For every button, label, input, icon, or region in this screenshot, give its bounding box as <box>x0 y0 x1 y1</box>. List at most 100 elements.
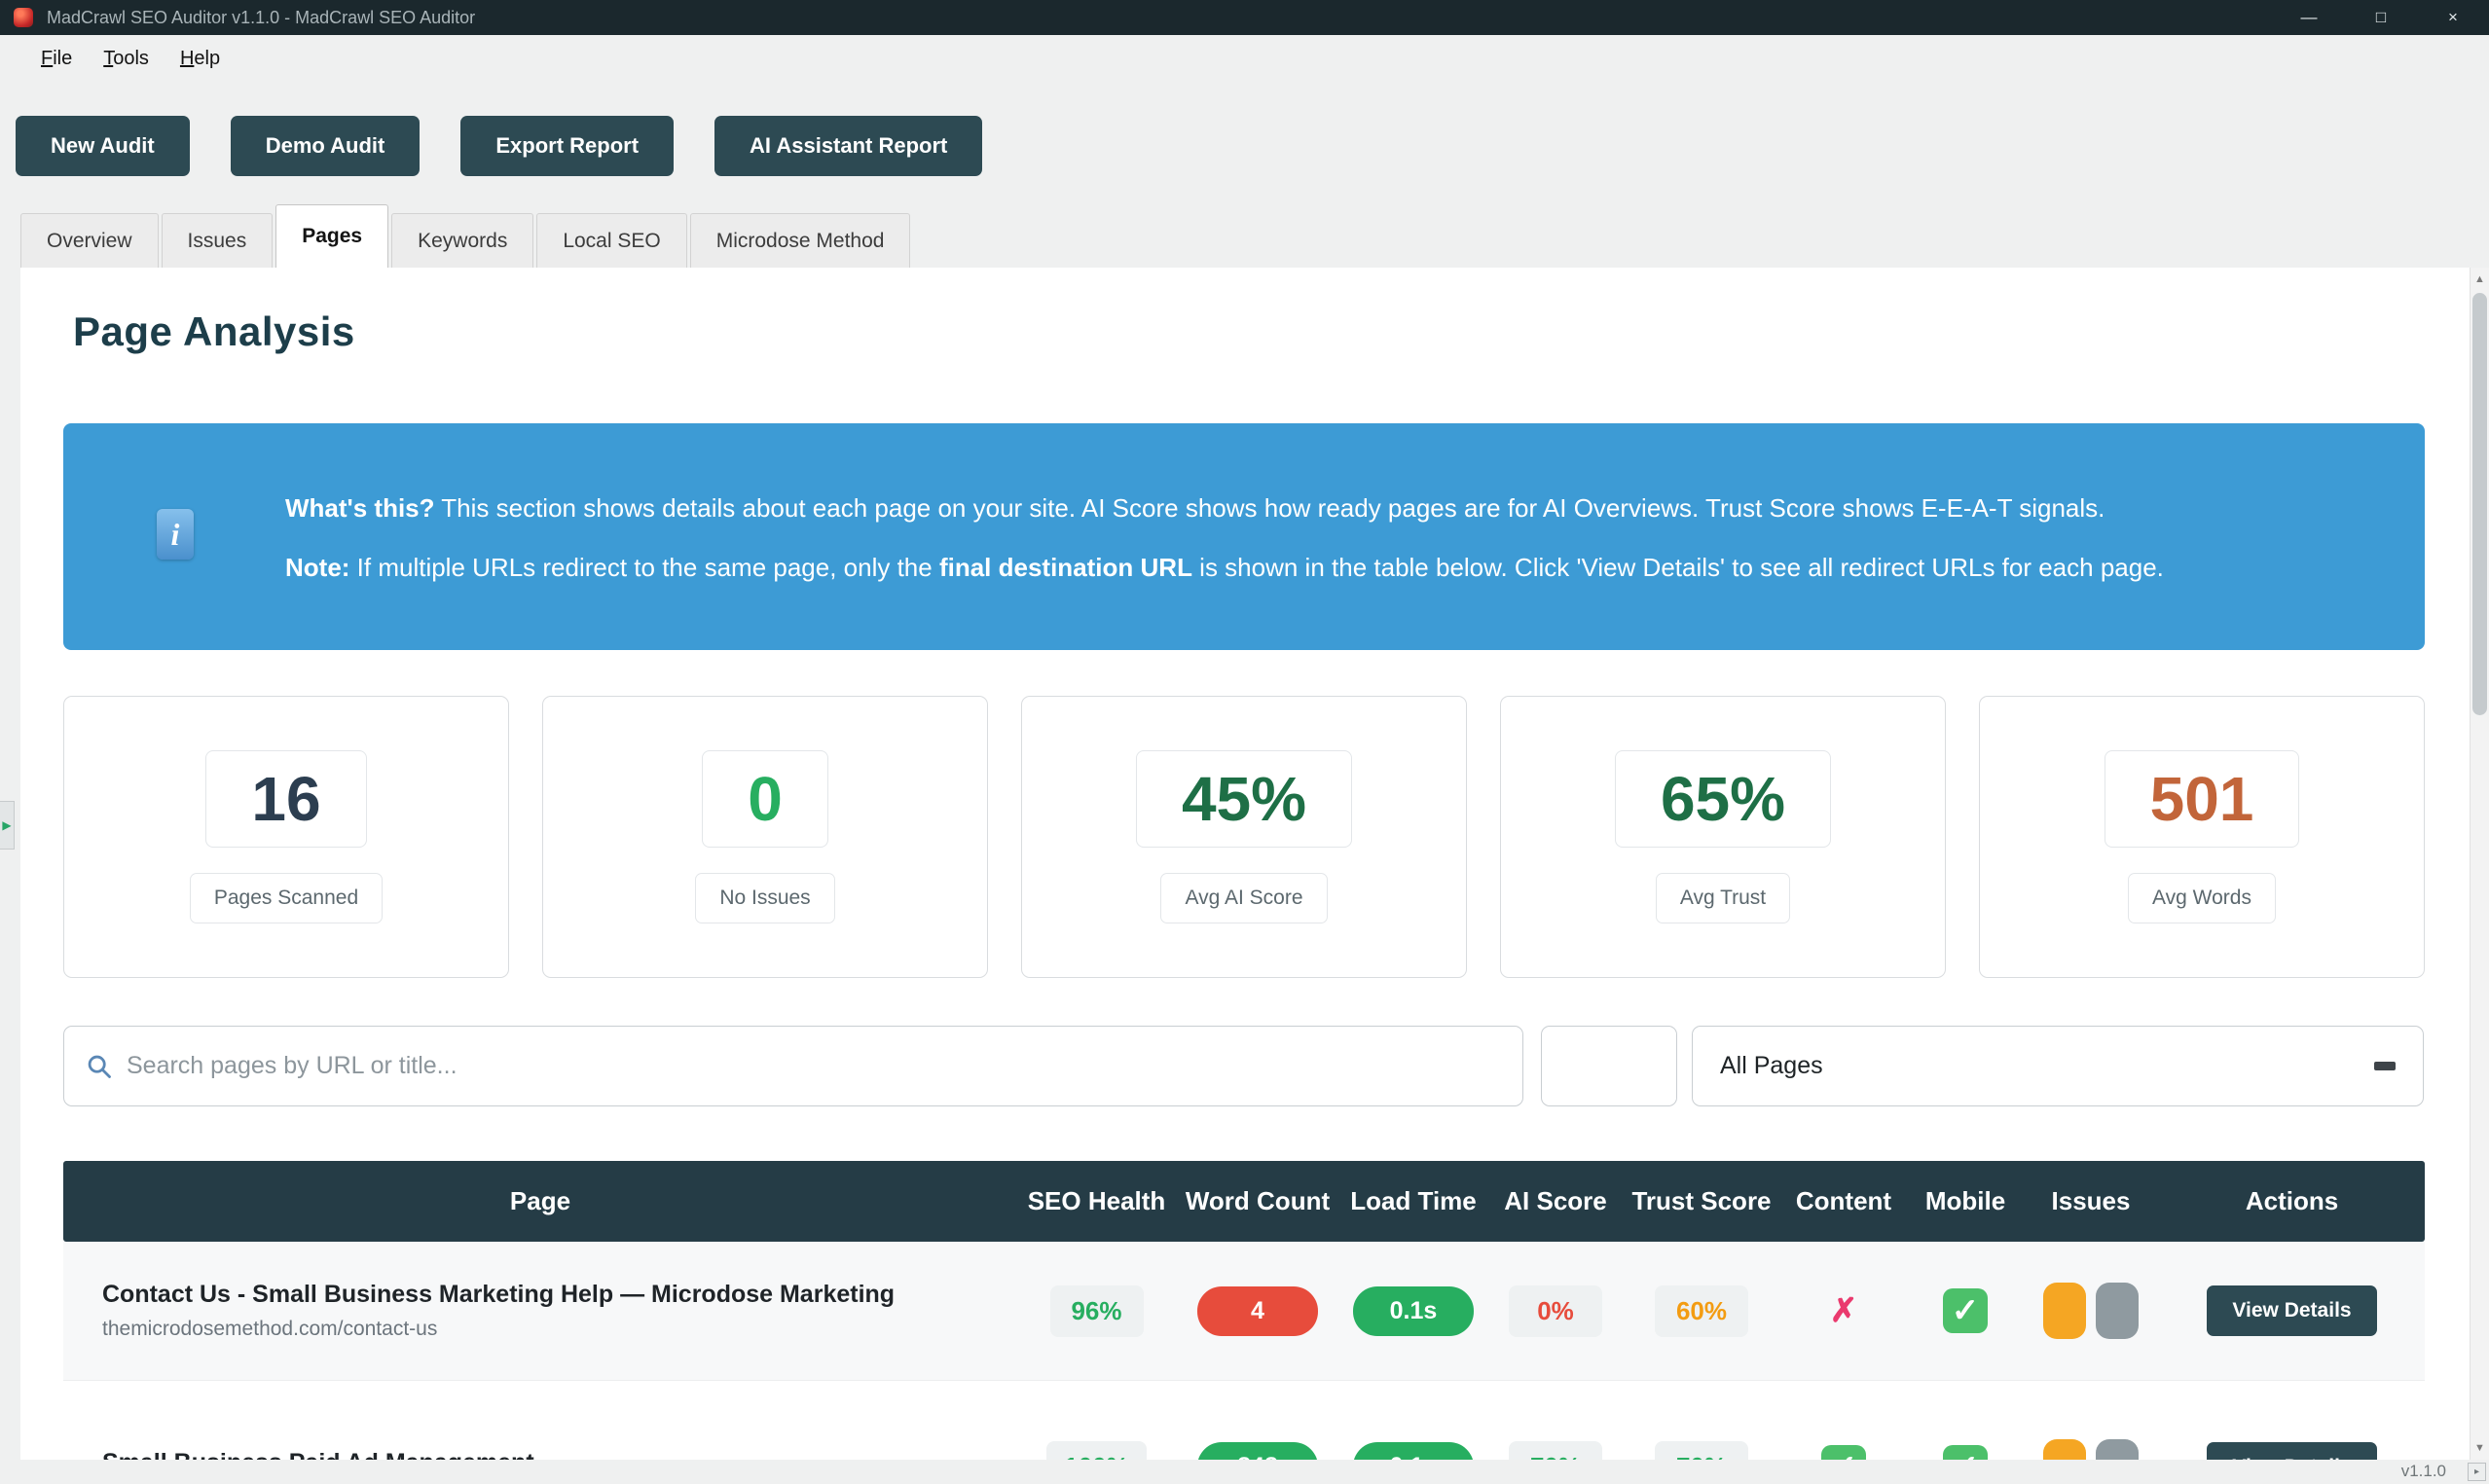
stat-value: 65% <box>1614 750 1832 848</box>
tab-pages[interactable]: Pages <box>275 204 389 268</box>
search-box <box>63 1026 1523 1106</box>
issues-neutral-icon <box>2096 1283 2139 1339</box>
new-audit-button[interactable]: New Audit <box>16 116 190 176</box>
page-filter-value: All Pages <box>1720 1052 1823 1079</box>
issues-cell <box>2023 1438 2159 1460</box>
menu-help[interactable]: Help <box>179 48 221 69</box>
info-text: What's this? This section shows details … <box>285 493 2164 583</box>
maximize-button[interactable]: □ <box>2375 8 2387 26</box>
menu-tools[interactable]: Tools <box>103 48 149 69</box>
issues-neutral-icon <box>2096 1438 2139 1460</box>
info-p2-bold2: final destination URL <box>938 553 1192 583</box>
col-header-actions: Actions <box>2245 1186 2339 1215</box>
info-box: i What's this? This section shows detail… <box>63 423 2425 650</box>
content-status-icon: ✗ <box>1829 1292 1858 1329</box>
dropdown-indicator-icon <box>2374 1062 2396 1070</box>
ai-assistant-report-button[interactable]: AI Assistant Report <box>714 116 983 176</box>
close-button[interactable]: × <box>2448 8 2458 26</box>
stat-card-pages-scanned: 16 Pages Scanned <box>63 696 509 978</box>
stat-label: Avg Words <box>2128 873 2276 923</box>
minimize-button[interactable]: — <box>2300 8 2318 26</box>
trust-score-badge: 60% <box>1655 1285 1748 1337</box>
mobile-status-icon: ✓ <box>1943 1444 1988 1460</box>
page-cell: Contact Us - Small Business Marketing He… <box>63 1281 1017 1341</box>
filter-count-input[interactable] <box>1541 1026 1677 1106</box>
info-p2-text2: is shown in the table below. Click 'View… <box>1191 553 2164 583</box>
toolbar: New Audit Demo Audit Export Report AI As… <box>16 116 983 176</box>
pages-table: Page SEO Health Word Count Load Time AI … <box>63 1161 2425 1460</box>
col-header-ai-score: AI Score <box>1504 1186 1607 1215</box>
content-status-icon: ✓ <box>1821 1444 1866 1460</box>
col-header-mobile: Mobile <box>1924 1186 2006 1215</box>
stats-row: 16 Pages Scanned 0 No Issues 45% Avg AI … <box>63 696 2425 978</box>
scroll-corner-button[interactable]: ▸ <box>2468 1463 2486 1481</box>
scrollbar-thumb[interactable] <box>2472 293 2487 715</box>
col-header-load-time: Load Time <box>1350 1186 1477 1215</box>
tab-issues[interactable]: Issues <box>161 213 274 268</box>
scroll-up-icon[interactable]: ▲ <box>2474 273 2485 285</box>
stat-value: 0 <box>702 750 828 848</box>
pages-panel: Page Analysis i What's this? This sectio… <box>20 268 2470 1460</box>
mobile-status-icon: ✓ <box>1943 1288 1988 1333</box>
page-row-url: themicrodosemethod.com/contact-us <box>102 1318 438 1340</box>
word-count-badge: 4 <box>1197 1285 1318 1336</box>
info-icon: i <box>157 509 194 560</box>
stat-label: Avg AI Score <box>1160 873 1328 923</box>
stat-card-avg-ai-score: 45% Avg AI Score <box>1021 696 1467 978</box>
stat-value: 501 <box>2104 750 2300 848</box>
export-report-button[interactable]: Export Report <box>460 116 675 176</box>
load-time-badge: 0.1s <box>1353 1442 1474 1460</box>
table-row: Small Business Paid Ad Management 100% 8… <box>63 1397 2425 1460</box>
info-p2-bold: Note: <box>285 553 350 583</box>
view-details-button[interactable]: View Details <box>2207 1285 2377 1336</box>
search-icon <box>88 1055 111 1078</box>
col-header-trust-score: Trust Score <box>1631 1186 1772 1215</box>
info-paragraph-2: Note: If multiple URLs redirect to the s… <box>285 553 2164 583</box>
issues-warning-icon <box>2043 1438 2086 1460</box>
vertical-scrollbar[interactable]: ▲ ▼ <box>2470 268 2489 1460</box>
col-header-content: Content <box>1795 1186 1892 1215</box>
col-header-seo-health: SEO Health <box>1027 1186 1166 1215</box>
stat-value: 45% <box>1135 750 1353 848</box>
stat-card-avg-trust: 65% Avg Trust <box>1500 696 1946 978</box>
search-input[interactable] <box>127 1052 1501 1080</box>
word-count-badge: 848 <box>1197 1442 1318 1460</box>
stat-value: 16 <box>205 750 367 848</box>
menu-file[interactable]: File <box>41 48 73 69</box>
stat-label: Pages Scanned <box>189 873 384 923</box>
page-row-title: Small Business Paid Ad Management <box>102 1449 1017 1461</box>
version-label: v1.1.0 <box>2400 1462 2446 1480</box>
demo-audit-button[interactable]: Demo Audit <box>230 116 421 176</box>
window-controls: — □ × <box>2273 0 2489 35</box>
tab-overview[interactable]: Overview <box>20 213 159 268</box>
table-header-row: Page SEO Health Word Count Load Time AI … <box>63 1161 2425 1242</box>
sidebar-expand-handle[interactable]: ▶ <box>0 801 15 850</box>
issues-cell <box>2023 1283 2159 1339</box>
trust-score-badge: 70% <box>1655 1441 1748 1460</box>
tab-microdose-method[interactable]: Microdose Method <box>689 213 911 268</box>
tab-keywords[interactable]: Keywords <box>391 213 534 268</box>
stat-card-no-issues: 0 No Issues <box>542 696 988 978</box>
seo-health-badge: 100% <box>1046 1441 1147 1460</box>
stat-label: Avg Trust <box>1655 873 1791 923</box>
info-p2-text1: If multiple URLs redirect to the same pa… <box>349 553 939 583</box>
menu-bar: File Tools Help <box>0 35 2489 83</box>
info-paragraph-1: What's this? This section shows details … <box>285 493 2164 524</box>
issues-warning-icon <box>2043 1283 2086 1339</box>
stat-card-avg-words: 501 Avg Words <box>1979 696 2425 978</box>
page-title: Page Analysis <box>73 308 355 354</box>
app-icon <box>14 8 33 27</box>
window-title: MadCrawl SEO Auditor v1.1.0 - MadCrawl S… <box>47 7 476 27</box>
table-row: Contact Us - Small Business Marketing He… <box>63 1242 2425 1381</box>
tab-local-seo[interactable]: Local SEO <box>536 213 687 268</box>
status-bar: v1.1.0 ▸ <box>0 1460 2489 1484</box>
col-header-issues: Issues <box>2051 1186 2131 1215</box>
col-header-page: Page <box>509 1186 571 1215</box>
page-filter-dropdown[interactable]: All Pages <box>1692 1026 2424 1106</box>
ai-score-badge: 0% <box>1509 1285 1602 1337</box>
load-time-badge: 0.1s <box>1353 1285 1474 1336</box>
info-p1-bold: What's this? <box>285 493 435 523</box>
view-details-button[interactable]: View Details <box>2207 1441 2377 1460</box>
scroll-down-icon[interactable]: ▼ <box>2474 1442 2485 1454</box>
ai-score-badge: 70% <box>1509 1441 1602 1460</box>
